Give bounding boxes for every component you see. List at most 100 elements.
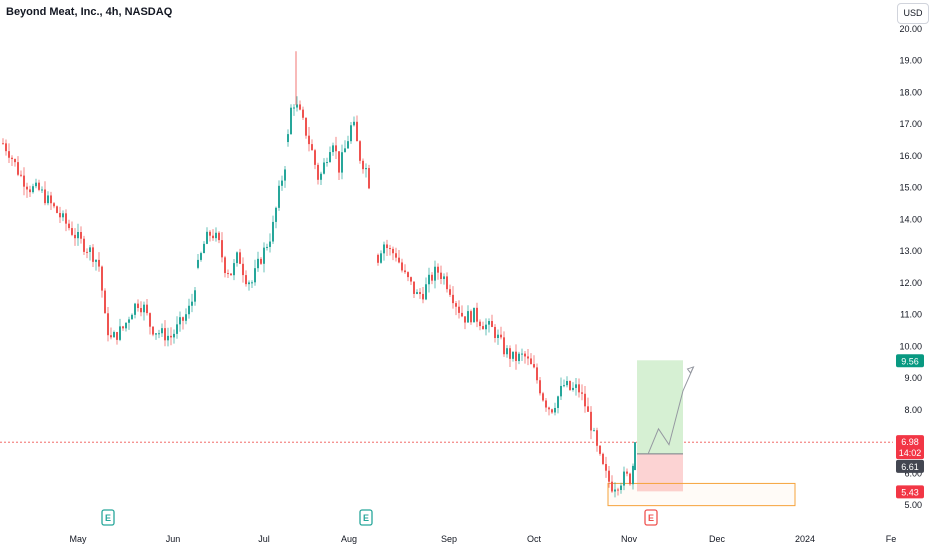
candle-up [167, 327, 169, 347]
candle-up [293, 104, 295, 116]
candle-down [101, 265, 103, 298]
candle-body [368, 168, 370, 189]
earnings-marker[interactable]: E [644, 509, 658, 526]
candle-body [440, 272, 442, 279]
candle-up [128, 316, 130, 330]
candle-up [155, 333, 157, 340]
candle-body [179, 317, 181, 325]
candle-body [218, 232, 220, 241]
candle-down [503, 331, 505, 357]
candle-body [617, 489, 619, 491]
candle-body [137, 303, 139, 308]
candle-body [410, 277, 412, 282]
candle-body [533, 364, 535, 368]
candle-down [587, 397, 589, 412]
candle-body [143, 304, 145, 313]
candle-down [149, 312, 151, 335]
candle-body [8, 151, 10, 158]
earnings-label: E [105, 513, 111, 523]
candle-body [95, 259, 97, 262]
candle-body [479, 321, 481, 327]
candle-body [566, 381, 568, 386]
earnings-label: E [363, 513, 369, 523]
candle-body [413, 281, 415, 294]
x-tick-label: Sep [441, 534, 457, 544]
candle-down [2, 138, 4, 145]
candle-body [578, 384, 580, 393]
candle-up [188, 298, 190, 319]
candle-body [482, 326, 484, 330]
candle-body [335, 145, 337, 152]
earnings-marker[interactable]: E [101, 509, 115, 526]
x-tick-label: Dec [709, 534, 726, 544]
candle-up [623, 466, 625, 491]
candle-body [311, 144, 313, 151]
candle-down [227, 269, 229, 279]
candle-body [422, 293, 424, 300]
candle-down [602, 452, 604, 466]
candle-body [512, 351, 514, 359]
currency-button[interactable]: USD [897, 3, 929, 24]
candle-down [446, 272, 448, 293]
candle-body [305, 117, 307, 136]
candle-body [296, 104, 298, 108]
candle-body [14, 159, 16, 163]
candle-body [23, 175, 25, 187]
candle-up [263, 242, 265, 273]
candle-down [359, 140, 361, 164]
candle-up [512, 351, 514, 362]
candle-down [59, 206, 61, 224]
candle-up [323, 158, 325, 175]
candle-up [443, 273, 445, 285]
candle-body [524, 353, 526, 357]
candle-body [92, 247, 94, 262]
candle-up [161, 323, 163, 337]
candle-body [236, 252, 238, 264]
candle-up [425, 277, 427, 301]
candle-body [347, 141, 349, 149]
candle-up [272, 215, 274, 244]
candle-body [284, 169, 286, 181]
candle-down [569, 380, 571, 392]
entry-price-label-text: 6.61 [901, 462, 919, 472]
candle-up [134, 302, 136, 319]
candle-down [335, 136, 337, 159]
candle-up [236, 251, 238, 267]
y-tick-label: 14.00 [899, 214, 922, 224]
target-price-label: 9.56 [896, 354, 924, 368]
candle-up [89, 244, 91, 261]
candle-body [104, 290, 106, 314]
candle-up [593, 427, 595, 432]
candle-body [230, 273, 232, 276]
candle-up [200, 251, 202, 262]
candle-down [533, 355, 535, 369]
candle-up [287, 129, 289, 147]
candle-body [248, 282, 250, 285]
candle-body [146, 304, 148, 314]
candle-down [53, 202, 55, 209]
candle-up [614, 482, 616, 498]
candle-body [380, 253, 382, 263]
earnings-marker[interactable]: E [359, 509, 373, 526]
candle-body [20, 174, 22, 176]
candle-body [473, 307, 475, 323]
candle-up [341, 144, 343, 180]
candle-down [581, 384, 583, 401]
candle-body [506, 348, 508, 355]
candle-up [269, 233, 271, 253]
candle-body [467, 311, 469, 323]
candle-body [353, 121, 355, 126]
candle-body [2, 143, 4, 145]
candle-down [494, 324, 496, 343]
y-tick-label: 8.00 [904, 405, 922, 415]
candle-down [38, 179, 40, 192]
candle-down [362, 158, 364, 174]
candle-up [575, 378, 577, 396]
candle-body [227, 273, 229, 275]
candle-down [476, 302, 478, 328]
entry-price-label: 6.61 [896, 459, 924, 473]
candle-down [596, 427, 598, 452]
candle-down [464, 316, 466, 330]
